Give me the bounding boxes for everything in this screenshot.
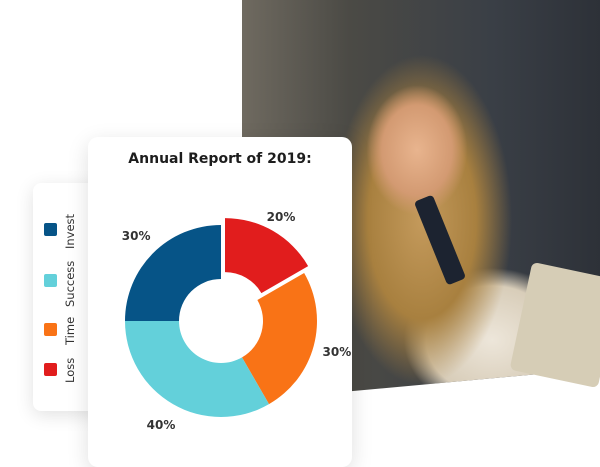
- data-label-loss: 20%: [267, 210, 296, 224]
- data-label-success: 40%: [147, 418, 176, 432]
- chart-card: Annual Report of 2019: 20% 30% 40% 30%: [88, 137, 352, 467]
- data-label-time: 30%: [323, 345, 352, 359]
- slice-loss: [225, 218, 309, 294]
- legend-label-time: Time: [63, 316, 77, 345]
- legend-swatch-success: [44, 274, 57, 287]
- legend-swatch-invest: [44, 223, 57, 236]
- slice-time: [242, 273, 317, 405]
- legend-label-invest: Invest: [63, 213, 77, 249]
- legend-swatch-time: [44, 323, 57, 336]
- legend-swatch-loss: [44, 363, 57, 376]
- donut-chart: 20% 30% 40% 30%: [122, 210, 352, 432]
- chart-title: Annual Report of 2019:: [128, 151, 312, 167]
- legend-label-loss: Loss: [63, 357, 77, 383]
- legend-label-success: Success: [63, 260, 77, 307]
- data-label-invest: 30%: [122, 229, 151, 243]
- slice-success: [125, 321, 269, 417]
- slice-invest: [125, 225, 221, 321]
